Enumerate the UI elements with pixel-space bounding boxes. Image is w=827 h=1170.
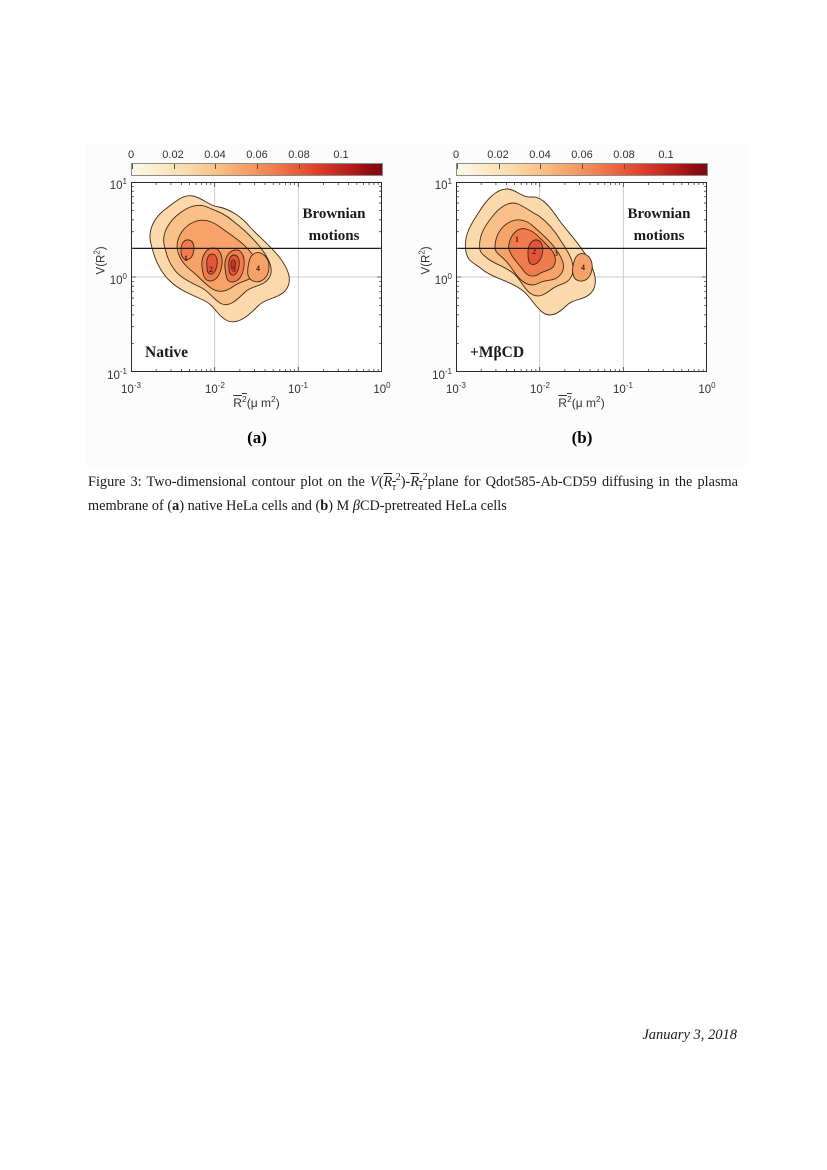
peak-label: 2 bbox=[532, 247, 536, 256]
brownian-motions-label: Brownian motions bbox=[627, 206, 691, 244]
x-tick-label: 10-2 bbox=[530, 381, 550, 396]
colorbar-tick-label: 0.02 bbox=[162, 149, 184, 161]
x-tick-label: 10-3 bbox=[121, 381, 141, 396]
colorbar-b-labels: 0 0.02 0.04 0.06 0.08 0.1 bbox=[452, 149, 708, 162]
contour-level-4 bbox=[180, 239, 195, 261]
panel-b: 0 0.02 0.04 0.06 0.08 0.1 bbox=[325, 0, 775, 470]
contour-level-6 bbox=[230, 259, 237, 270]
y-tick-label: 101 bbox=[434, 177, 452, 192]
condition-label-native: Native bbox=[145, 344, 189, 361]
contour-level-3 bbox=[572, 253, 593, 282]
peak-label: 4 bbox=[256, 264, 260, 273]
colorbar-tick-label: 0.1 bbox=[658, 149, 674, 161]
colorbar-b bbox=[456, 163, 708, 176]
y-tick-label: 100 bbox=[434, 272, 452, 287]
peak-labels-a: 1 2 3 4 bbox=[184, 254, 260, 274]
y-tick-label: 10-1 bbox=[432, 367, 452, 382]
y-tick-label: 101 bbox=[109, 177, 127, 192]
condition-label-mbcd: +MβCD bbox=[470, 344, 525, 361]
contour-plot-a: 1 2 3 4 bbox=[131, 182, 382, 372]
colorbar-a-labels: 0 0.02 0.04 0.06 0.08 0.1 bbox=[127, 149, 383, 162]
contour-level-3 bbox=[247, 252, 270, 283]
axis-ticks bbox=[456, 182, 707, 372]
contour-level-5 bbox=[206, 253, 218, 275]
colorbar-tick-label: 0.06 bbox=[246, 149, 268, 161]
peak-label: 2 bbox=[209, 265, 213, 274]
peak-labels-b: 1 2 3 4 bbox=[515, 235, 585, 272]
peak-label: 3 bbox=[232, 265, 236, 274]
axis-ticks bbox=[131, 182, 382, 372]
brownian-motions-label: Brownian motions bbox=[302, 206, 366, 244]
subfigure-label-b: (b) bbox=[571, 428, 593, 447]
x-tick-label: 10-3 bbox=[446, 381, 466, 396]
colorbar-tick-label: 0.04 bbox=[529, 149, 551, 161]
x-tick-label: 10-1 bbox=[613, 381, 633, 396]
peak-label: 1 bbox=[515, 235, 519, 244]
panel-a: 0 0.02 0.04 0.06 0.08 0.1 bbox=[0, 0, 450, 470]
x-tick-label: 100 bbox=[698, 381, 716, 396]
figure-caption: Figure 3: Two-dimensional contour plot o… bbox=[88, 472, 738, 515]
colorbar-tick-label: 0 bbox=[127, 149, 135, 161]
contour-level-5 bbox=[527, 239, 544, 265]
x-axis-label: R2(μ m2) bbox=[558, 394, 605, 410]
x-tick-label: 100 bbox=[373, 381, 391, 396]
colorbar-tick-label: 0.02 bbox=[487, 149, 509, 161]
x-tick-label: 10-1 bbox=[288, 381, 308, 396]
colorbar-a bbox=[131, 163, 383, 176]
peak-label: 3 bbox=[554, 249, 558, 258]
y-tick-label: 100 bbox=[109, 272, 127, 287]
y-axis-label: V(R2) bbox=[417, 246, 433, 275]
y-tick-label: 10-1 bbox=[107, 367, 127, 382]
contours-a bbox=[149, 195, 290, 323]
colorbar-tick-label: 0.08 bbox=[288, 149, 310, 161]
x-axis-label: R2(μ m2) bbox=[233, 394, 280, 410]
y-axis-label: V(R2) bbox=[92, 246, 108, 275]
peak-label: 4 bbox=[581, 263, 585, 272]
colorbar-tick-label: 0 bbox=[452, 149, 460, 161]
x-tick-label: 10-2 bbox=[205, 381, 225, 396]
page-date: January 3, 2018 bbox=[642, 1027, 737, 1043]
contours-b bbox=[464, 188, 596, 316]
subfigure-label-a: (a) bbox=[247, 428, 267, 447]
contour-plot-b: 1 2 3 4 bbox=[456, 182, 707, 372]
colorbar-tick-label: 0.1 bbox=[333, 149, 349, 161]
colorbar-tick-label: 0.04 bbox=[204, 149, 226, 161]
colorbar-tick-label: 0.06 bbox=[571, 149, 593, 161]
peak-label: 1 bbox=[184, 254, 188, 263]
colorbar-tick-label: 0.08 bbox=[613, 149, 635, 161]
